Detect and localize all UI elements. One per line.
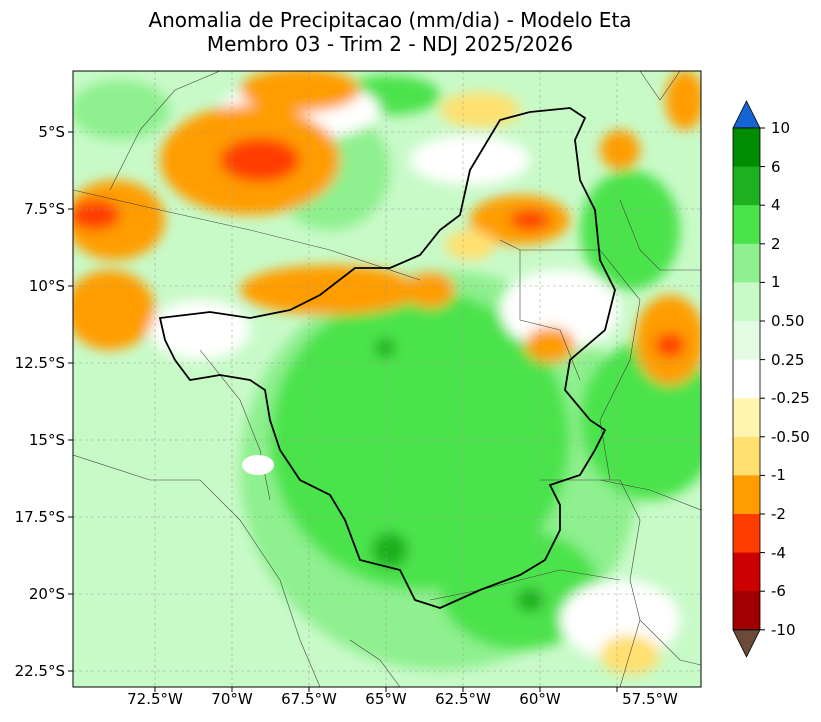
colorbar-segment <box>733 166 760 206</box>
lon-label: 65°W <box>365 690 407 708</box>
colorbar <box>732 100 765 658</box>
colorbar-label: -2 <box>771 505 786 523</box>
lon-label: 57.5°W <box>622 690 678 708</box>
map-frame <box>72 70 702 688</box>
colorbar-label: 4 <box>771 196 781 215</box>
lat-label: 22.5°S <box>14 662 65 680</box>
lat-label: 12.5°S <box>14 354 65 372</box>
colorbar-extend-max <box>732 100 761 129</box>
colorbar-label: -0.50 <box>771 427 810 446</box>
colorbar-segment <box>733 436 760 476</box>
graticule <box>73 71 701 687</box>
colorbar-segment <box>733 398 760 438</box>
colorbar-segment <box>733 514 760 554</box>
lon-label: 70°W <box>211 690 253 708</box>
colorbar-label: -4 <box>771 543 786 562</box>
colorbar-label: -6 <box>771 582 786 601</box>
colorbar-segment <box>733 321 760 361</box>
colorbar-segment <box>733 243 760 283</box>
colorbar-label: 0.50 <box>771 312 805 330</box>
lat-label: 7.5°S <box>24 200 65 218</box>
colorbar-segment <box>733 475 760 515</box>
colorbar-segment <box>733 552 760 592</box>
lon-label: 60°W <box>519 690 561 708</box>
colorbar-label: 6 <box>771 157 781 176</box>
lon-label: 62.5°W <box>435 690 491 708</box>
colorbar-segment <box>733 591 760 631</box>
lat-label: 15°S <box>28 431 65 449</box>
colorbar-label: 10 <box>771 119 791 137</box>
colorbar-segment <box>733 128 760 168</box>
colorbar-label: 2 <box>771 234 781 253</box>
lon-label: 67.5°W <box>281 690 337 708</box>
map-title-line1: Anomalia de Precipitacao (mm/dia) - Mode… <box>148 8 632 32</box>
axis-ticks <box>68 131 618 692</box>
colorbar-label: -0.25 <box>771 389 810 408</box>
colorbar-label: -10 <box>771 620 796 639</box>
lat-label: 20°S <box>28 585 65 603</box>
precipitation-anomaly-field <box>73 71 701 687</box>
lon-label: 72.5°W <box>127 690 183 708</box>
map-title-line2: Membro 03 - Trim 2 - NDJ 2025/2026 <box>206 32 574 56</box>
colorbar-label: 1 <box>771 273 781 292</box>
basin-outline <box>158 107 616 609</box>
lat-label: 5°S <box>38 123 65 141</box>
lat-label: 17.5°S <box>14 508 65 526</box>
colorbar-outline <box>732 127 761 631</box>
colorbar-segment <box>733 282 760 322</box>
colorbar-segment <box>733 205 760 245</box>
colorbar-label: 0.25 <box>771 350 805 369</box>
colorbar-segment <box>733 359 760 399</box>
colorbar-extend-min <box>732 629 761 658</box>
lake-area <box>242 455 274 475</box>
lat-label: 10°S <box>28 277 65 295</box>
colorbar-label: -1 <box>771 466 786 485</box>
country-borders <box>73 71 701 687</box>
